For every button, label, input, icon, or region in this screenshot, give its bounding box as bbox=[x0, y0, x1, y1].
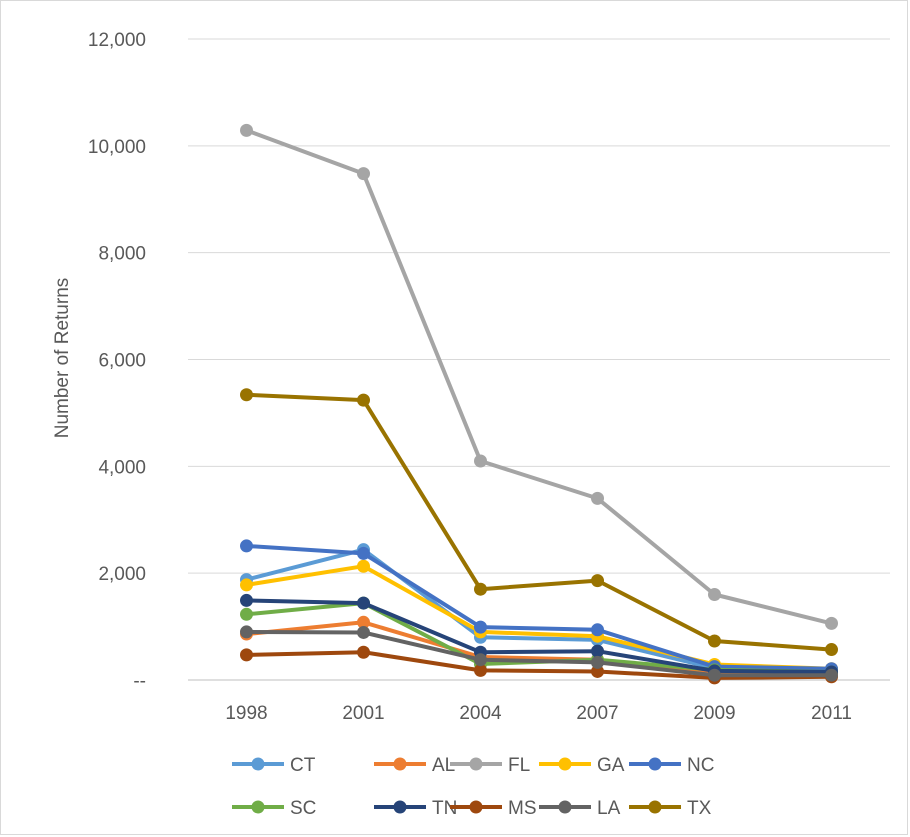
x-tick-label: 2001 bbox=[342, 703, 384, 724]
series-line-ms bbox=[244, 650, 834, 680]
data-point-la bbox=[825, 668, 838, 682]
data-point-tx bbox=[591, 574, 604, 588]
y-axis-title: Number of Returns bbox=[52, 278, 73, 439]
data-point-ms bbox=[357, 645, 370, 659]
data-point-sc bbox=[240, 607, 253, 621]
y-tick-label: 12,000 bbox=[88, 30, 146, 51]
data-point-tx bbox=[825, 643, 838, 657]
data-point-nc bbox=[474, 620, 487, 634]
data-point-ga bbox=[357, 559, 370, 573]
data-point-tx bbox=[708, 634, 721, 648]
data-point-tn bbox=[240, 593, 253, 607]
legend-label: CT bbox=[290, 755, 316, 776]
gridlines bbox=[188, 38, 890, 681]
legend-item-ga: GA bbox=[539, 755, 625, 776]
data-point-fl bbox=[591, 491, 604, 505]
data-point-tx bbox=[474, 582, 487, 596]
series-line-tn bbox=[244, 598, 834, 674]
legend-item-la: LA bbox=[539, 798, 621, 819]
legend-swatch-marker bbox=[648, 757, 662, 771]
legend: CT AL FL GA NC SC TN MS LA TX bbox=[232, 755, 714, 819]
y-tick-label: 6,000 bbox=[98, 351, 146, 372]
legend-swatch-marker bbox=[648, 800, 662, 814]
x-tick-label: 2009 bbox=[693, 703, 735, 724]
y-tick-label: 2,000 bbox=[98, 564, 146, 585]
legend-item-sc: SC bbox=[232, 798, 316, 819]
legend-item-nc: NC bbox=[629, 755, 714, 776]
data-point-al bbox=[357, 615, 370, 629]
data-point-fl bbox=[825, 616, 838, 630]
legend-label: GA bbox=[597, 755, 625, 776]
series-fl bbox=[240, 123, 838, 630]
y-tick-label: 10,000 bbox=[88, 137, 146, 158]
legend-swatch-marker bbox=[393, 757, 407, 771]
data-point-la bbox=[357, 625, 370, 639]
legend-swatch-marker bbox=[469, 757, 483, 771]
y-tick-label: 8,000 bbox=[98, 244, 146, 265]
data-point-fl bbox=[708, 588, 721, 602]
series-tx bbox=[240, 388, 838, 657]
data-point-fl bbox=[357, 167, 370, 181]
legend-label: LA bbox=[597, 798, 621, 819]
legend-swatch-marker bbox=[558, 757, 572, 771]
series-lines bbox=[240, 123, 838, 685]
data-point-tx bbox=[240, 388, 253, 402]
legend-swatch-marker bbox=[469, 800, 483, 814]
data-point-ms bbox=[591, 664, 604, 678]
data-point-nc bbox=[240, 539, 253, 553]
legend-label: SC bbox=[290, 798, 316, 819]
legend-swatch-marker bbox=[393, 800, 407, 814]
x-tick-label: 2011 bbox=[811, 703, 852, 724]
legend-item-fl: FL bbox=[450, 755, 530, 776]
data-point-la bbox=[708, 668, 721, 682]
data-point-ms bbox=[240, 648, 253, 662]
data-point-la bbox=[240, 625, 253, 639]
y-tick-label: 4,000 bbox=[98, 457, 146, 478]
legend-swatch-marker bbox=[251, 800, 265, 814]
y-tick-label: -- bbox=[133, 671, 146, 692]
series-ct bbox=[240, 543, 838, 676]
data-point-nc bbox=[591, 623, 604, 637]
legend-label: NC bbox=[687, 755, 714, 776]
series-la bbox=[240, 625, 838, 682]
legend-swatch-marker bbox=[558, 800, 572, 814]
legend-item-ms: MS bbox=[450, 798, 537, 819]
data-point-la bbox=[474, 653, 487, 667]
x-tick-label: 2007 bbox=[576, 703, 618, 724]
legend-item-ct: CT bbox=[232, 755, 316, 776]
legend-item-tx: TX bbox=[629, 798, 712, 819]
legend-label: AL bbox=[432, 755, 455, 776]
legend-item-tn: TN bbox=[374, 798, 457, 819]
data-point-tx bbox=[357, 393, 370, 407]
data-point-nc bbox=[357, 546, 370, 560]
data-point-fl bbox=[240, 123, 253, 137]
data-point-ga bbox=[240, 578, 253, 592]
data-point-tn bbox=[591, 644, 604, 658]
legend-label: TX bbox=[687, 798, 712, 819]
x-axis-tick-labels: 1998 2001 2004 2007 2009 2011 bbox=[225, 703, 852, 724]
legend-item-al: AL bbox=[374, 755, 455, 776]
legend-label: FL bbox=[508, 755, 530, 776]
x-tick-label: 1998 bbox=[225, 703, 267, 724]
legend-swatch-marker bbox=[251, 757, 265, 771]
legend-label: MS bbox=[508, 798, 537, 819]
legend-label: TN bbox=[432, 798, 457, 819]
x-tick-label: 2004 bbox=[459, 703, 502, 724]
series-line-nc bbox=[244, 543, 834, 671]
series-line-la bbox=[244, 629, 834, 678]
series-line-fl bbox=[244, 128, 834, 626]
data-point-fl bbox=[474, 454, 487, 468]
data-point-ms bbox=[474, 663, 487, 677]
series-line-tx bbox=[244, 392, 834, 652]
y-axis-tick-labels: -- 2,000 4,000 6,000 8,000 10,000 12,000 bbox=[88, 30, 146, 692]
data-point-la bbox=[591, 655, 604, 669]
data-point-tn bbox=[357, 596, 370, 610]
